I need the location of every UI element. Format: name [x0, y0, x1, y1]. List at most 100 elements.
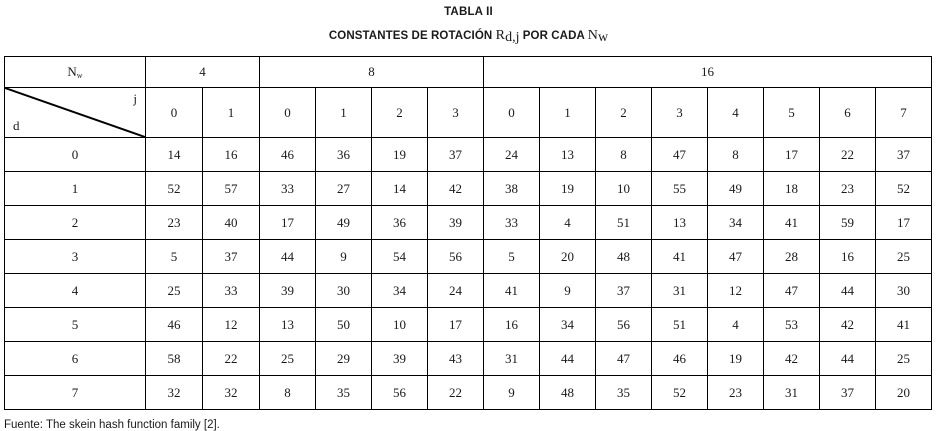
header-cell-j-8-1: 1	[315, 87, 372, 138]
table-row: 0 14 16 46 36 19 37 24 13 8 47 8 17 22 37	[4, 137, 932, 172]
cell-value: 54	[371, 239, 428, 274]
subtitle-symbol-R: R	[495, 28, 506, 43]
cell-value: 50	[315, 307, 372, 342]
cell-value: 23	[819, 171, 876, 206]
cell-value: 47	[595, 341, 652, 376]
cell-value: 39	[427, 205, 484, 240]
cell-value: 16	[819, 239, 876, 274]
cell-value: 14	[371, 171, 428, 206]
cell-value: 8	[259, 375, 316, 410]
cell-value: 47	[707, 239, 764, 274]
table-row: 6 58 22 25 29 39 43 31 44 47 46 19 42 44 25	[4, 341, 932, 376]
cell-value: 41	[483, 273, 540, 308]
cell-value: 48	[539, 375, 596, 410]
diagonal-divider-icon	[5, 88, 145, 137]
cell-value: 49	[315, 205, 372, 240]
cell-value: 19	[371, 137, 428, 172]
cell-value: 4	[707, 307, 764, 342]
cell-value: 36	[371, 205, 428, 240]
cell-value: 41	[763, 205, 820, 240]
cell-value: 17	[427, 307, 484, 342]
cell-value: 42	[819, 307, 876, 342]
header-group-4: 4	[145, 56, 260, 88]
cell-value: 41	[651, 239, 708, 274]
header-cell-j-8-0: 0	[259, 87, 316, 138]
cell-value: 22	[819, 137, 876, 172]
cell-value: 10	[595, 171, 652, 206]
cell-value: 9	[483, 375, 540, 410]
cell-value: 9	[315, 239, 372, 274]
cell-value: 37	[875, 137, 932, 172]
cell-value: 52	[145, 171, 203, 206]
header-group-16: 16	[483, 56, 932, 88]
cell-value: 25	[145, 273, 203, 308]
table-row: 1 52 57 33 27 14 42 38 19 10 55 49 18 23 52	[4, 171, 932, 206]
cell-value: 8	[595, 137, 652, 172]
cell-value: 31	[483, 341, 540, 376]
cell-value: 31	[763, 375, 820, 410]
table-row: 3 5 37 44 9 54 56 5 20 48 41 47 28 16 25	[4, 239, 932, 274]
header-cell-j-16-6: 6	[819, 87, 876, 138]
cell-value: 46	[145, 307, 203, 342]
header-cell-j-16-0: 0	[483, 87, 540, 138]
cell-value: 23	[145, 205, 203, 240]
subtitle-middle: POR CADA	[519, 30, 588, 42]
cell-value: 28	[763, 239, 820, 274]
header-cell-nw-label: Nw	[4, 56, 146, 88]
cell-value: 10	[371, 307, 428, 342]
cell-value: 25	[259, 341, 316, 376]
cell-value: 36	[315, 137, 372, 172]
header-cell-j-4-0: 0	[145, 87, 203, 138]
cell-value: 35	[595, 375, 652, 410]
row-index-d-5: 5	[4, 307, 146, 342]
cell-value: 34	[371, 273, 428, 308]
cell-value: 5	[145, 239, 203, 274]
table-subtitle: CONSTANTES DE ROTACIÓN Rd,j POR CADA Nw	[0, 27, 937, 47]
row-index-d-3: 3	[4, 239, 146, 274]
header-cell-j-8-2: 2	[371, 87, 428, 138]
cell-value: 33	[483, 205, 540, 240]
cell-value: 29	[315, 341, 372, 376]
cell-value: 37	[427, 137, 484, 172]
cell-value: 4	[539, 205, 596, 240]
cell-value: 17	[259, 205, 316, 240]
corner-label-j: j	[133, 91, 137, 106]
cell-value: 42	[763, 341, 820, 376]
cell-value: 18	[763, 171, 820, 206]
cell-value: 44	[259, 239, 316, 274]
nw-label-subscript: w	[76, 71, 83, 80]
cell-value: 25	[875, 239, 932, 274]
cell-value: 16	[202, 137, 260, 172]
header-cell-j-16-4: 4	[707, 87, 764, 138]
cell-value: 46	[651, 341, 708, 376]
cell-value: 27	[315, 171, 372, 206]
cell-value: 51	[595, 205, 652, 240]
cell-value: 43	[427, 341, 484, 376]
cell-value: 52	[651, 375, 708, 410]
subtitle-symbol-N-subscript: w	[597, 30, 609, 45]
page-title: TABLA II	[444, 6, 493, 18]
header-cell-j-16-2: 2	[595, 87, 652, 138]
cell-value: 33	[202, 273, 260, 308]
table-row: 4 25 33 39 30 34 24 41 9 37 31 12 47 44 30	[4, 273, 932, 308]
table-source-note: Fuente: The skein hash function family […	[4, 419, 220, 431]
cell-value: 56	[427, 239, 484, 274]
table-row: 2 23 40 17 49 36 39 33 4 51 13 34 41 59 17	[4, 205, 932, 240]
cell-value: 14	[145, 137, 203, 172]
table-row: 7 32 32 8 35 56 22 9 48 35 52 23 31 37 20	[4, 375, 932, 410]
row-index-d-4: 4	[4, 273, 146, 308]
cell-value: 24	[483, 137, 540, 172]
cell-value: 56	[371, 375, 428, 410]
cell-value: 40	[202, 205, 260, 240]
corner-label-d: d	[13, 118, 20, 133]
cell-value: 51	[651, 307, 708, 342]
cell-value: 53	[763, 307, 820, 342]
cell-value: 39	[259, 273, 316, 308]
cell-value: 17	[875, 205, 932, 240]
cell-value: 59	[819, 205, 876, 240]
header-group-8: 8	[259, 56, 484, 88]
cell-value: 23	[707, 375, 764, 410]
cell-value: 37	[595, 273, 652, 308]
